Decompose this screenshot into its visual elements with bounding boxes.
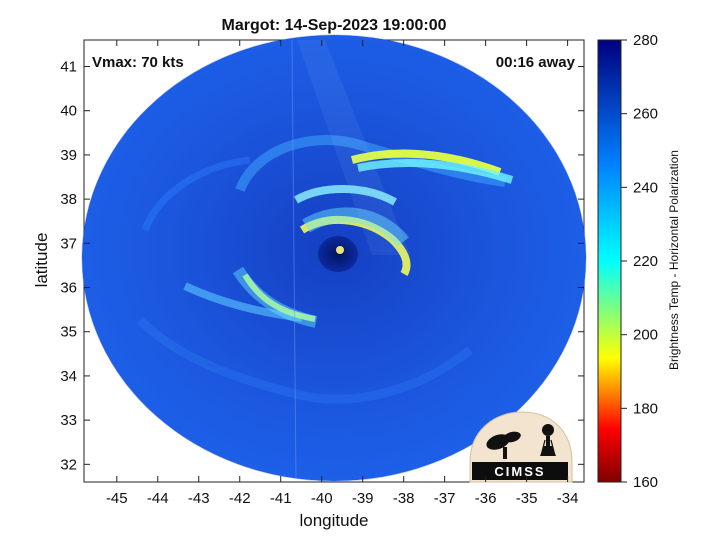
eyewall-glow xyxy=(302,207,409,247)
colorbar-tick-label: 260 xyxy=(633,106,658,123)
scan-seam xyxy=(291,39,297,481)
storm-eye xyxy=(318,236,358,272)
y-tick-label: 40 xyxy=(60,103,77,120)
northern-band-edge xyxy=(357,159,514,184)
x-tick-label: -41 xyxy=(270,490,292,507)
x-tick-label: -45 xyxy=(106,490,128,507)
inner-band-north xyxy=(294,185,397,206)
storm-outline xyxy=(81,34,587,482)
x-tick-label: -35 xyxy=(516,490,538,507)
colorbar-tick-label: 240 xyxy=(633,179,658,196)
time-offset-label: 00:16 away xyxy=(496,54,576,71)
x-axis-ticks: -45 -44 -43 -42 -41 -40 -39 -38 -37 -36 -35 -34 xyxy=(106,40,579,507)
colorbar-tick-label: 280 xyxy=(633,32,658,49)
colorbar xyxy=(597,39,622,483)
northern-band-core xyxy=(350,149,502,176)
southwest-band-outer xyxy=(183,282,303,322)
y-tick-label: 38 xyxy=(60,191,77,208)
y-tick-label: 36 xyxy=(60,280,77,297)
vmax-label: Vmax: 70 kts xyxy=(92,54,184,71)
colorbar-tick-label: 180 xyxy=(633,400,658,417)
colorbar-tick-label: 160 xyxy=(633,474,658,491)
y-tick-label: 35 xyxy=(60,324,77,341)
y-tick-label: 32 xyxy=(60,456,77,473)
x-tick-label: -34 xyxy=(557,490,579,507)
y-axis-ticks: 32 33 34 35 36 37 38 39 40 41 xyxy=(60,59,584,473)
scan-artifact xyxy=(297,40,410,255)
outer-band-south xyxy=(136,316,473,404)
cimss-logo: CIMSS xyxy=(469,411,573,483)
outer-band-upper xyxy=(235,135,506,193)
southwest-band-core xyxy=(242,273,316,322)
water-tower-icon xyxy=(540,424,556,457)
x-tick-label: -40 xyxy=(311,490,333,507)
logo-text: CIMSS xyxy=(494,464,545,479)
colorbar-tick-label: 200 xyxy=(633,327,658,344)
x-axis-label: longitude xyxy=(299,511,368,530)
y-tick-label: 33 xyxy=(60,412,77,429)
y-tick-label: 34 xyxy=(60,368,77,385)
x-tick-label: -37 xyxy=(434,490,456,507)
colorbar-tick-label: 220 xyxy=(633,253,658,270)
colorbar-label: Brightness Temp - Horizontal Polarizatio… xyxy=(667,150,681,370)
x-tick-label: -42 xyxy=(229,490,251,507)
x-tick-label: -43 xyxy=(188,490,210,507)
y-tick-label: 39 xyxy=(60,147,77,164)
y-tick-label: 37 xyxy=(60,235,77,252)
storm-field xyxy=(82,35,586,481)
x-tick-label: -36 xyxy=(475,490,497,507)
logo-band xyxy=(472,462,568,480)
colorbar-ticks: 160 180 200 220 240 260 280 xyxy=(621,32,658,491)
chart-title: Margot: 14-Sep-2023 19:00:00 xyxy=(222,17,447,34)
y-tick-label: 41 xyxy=(60,59,77,76)
x-tick-label: -39 xyxy=(352,490,374,507)
x-tick-label: -44 xyxy=(147,490,169,507)
dish-icon xyxy=(486,431,521,459)
eyewall-bright-arc xyxy=(299,216,411,277)
outer-band-west xyxy=(141,156,251,232)
southwest-band-glow xyxy=(232,266,318,328)
y-axis-label: latitude xyxy=(32,233,51,288)
x-tick-label: -38 xyxy=(393,490,415,507)
eye-hotspot xyxy=(336,246,344,254)
